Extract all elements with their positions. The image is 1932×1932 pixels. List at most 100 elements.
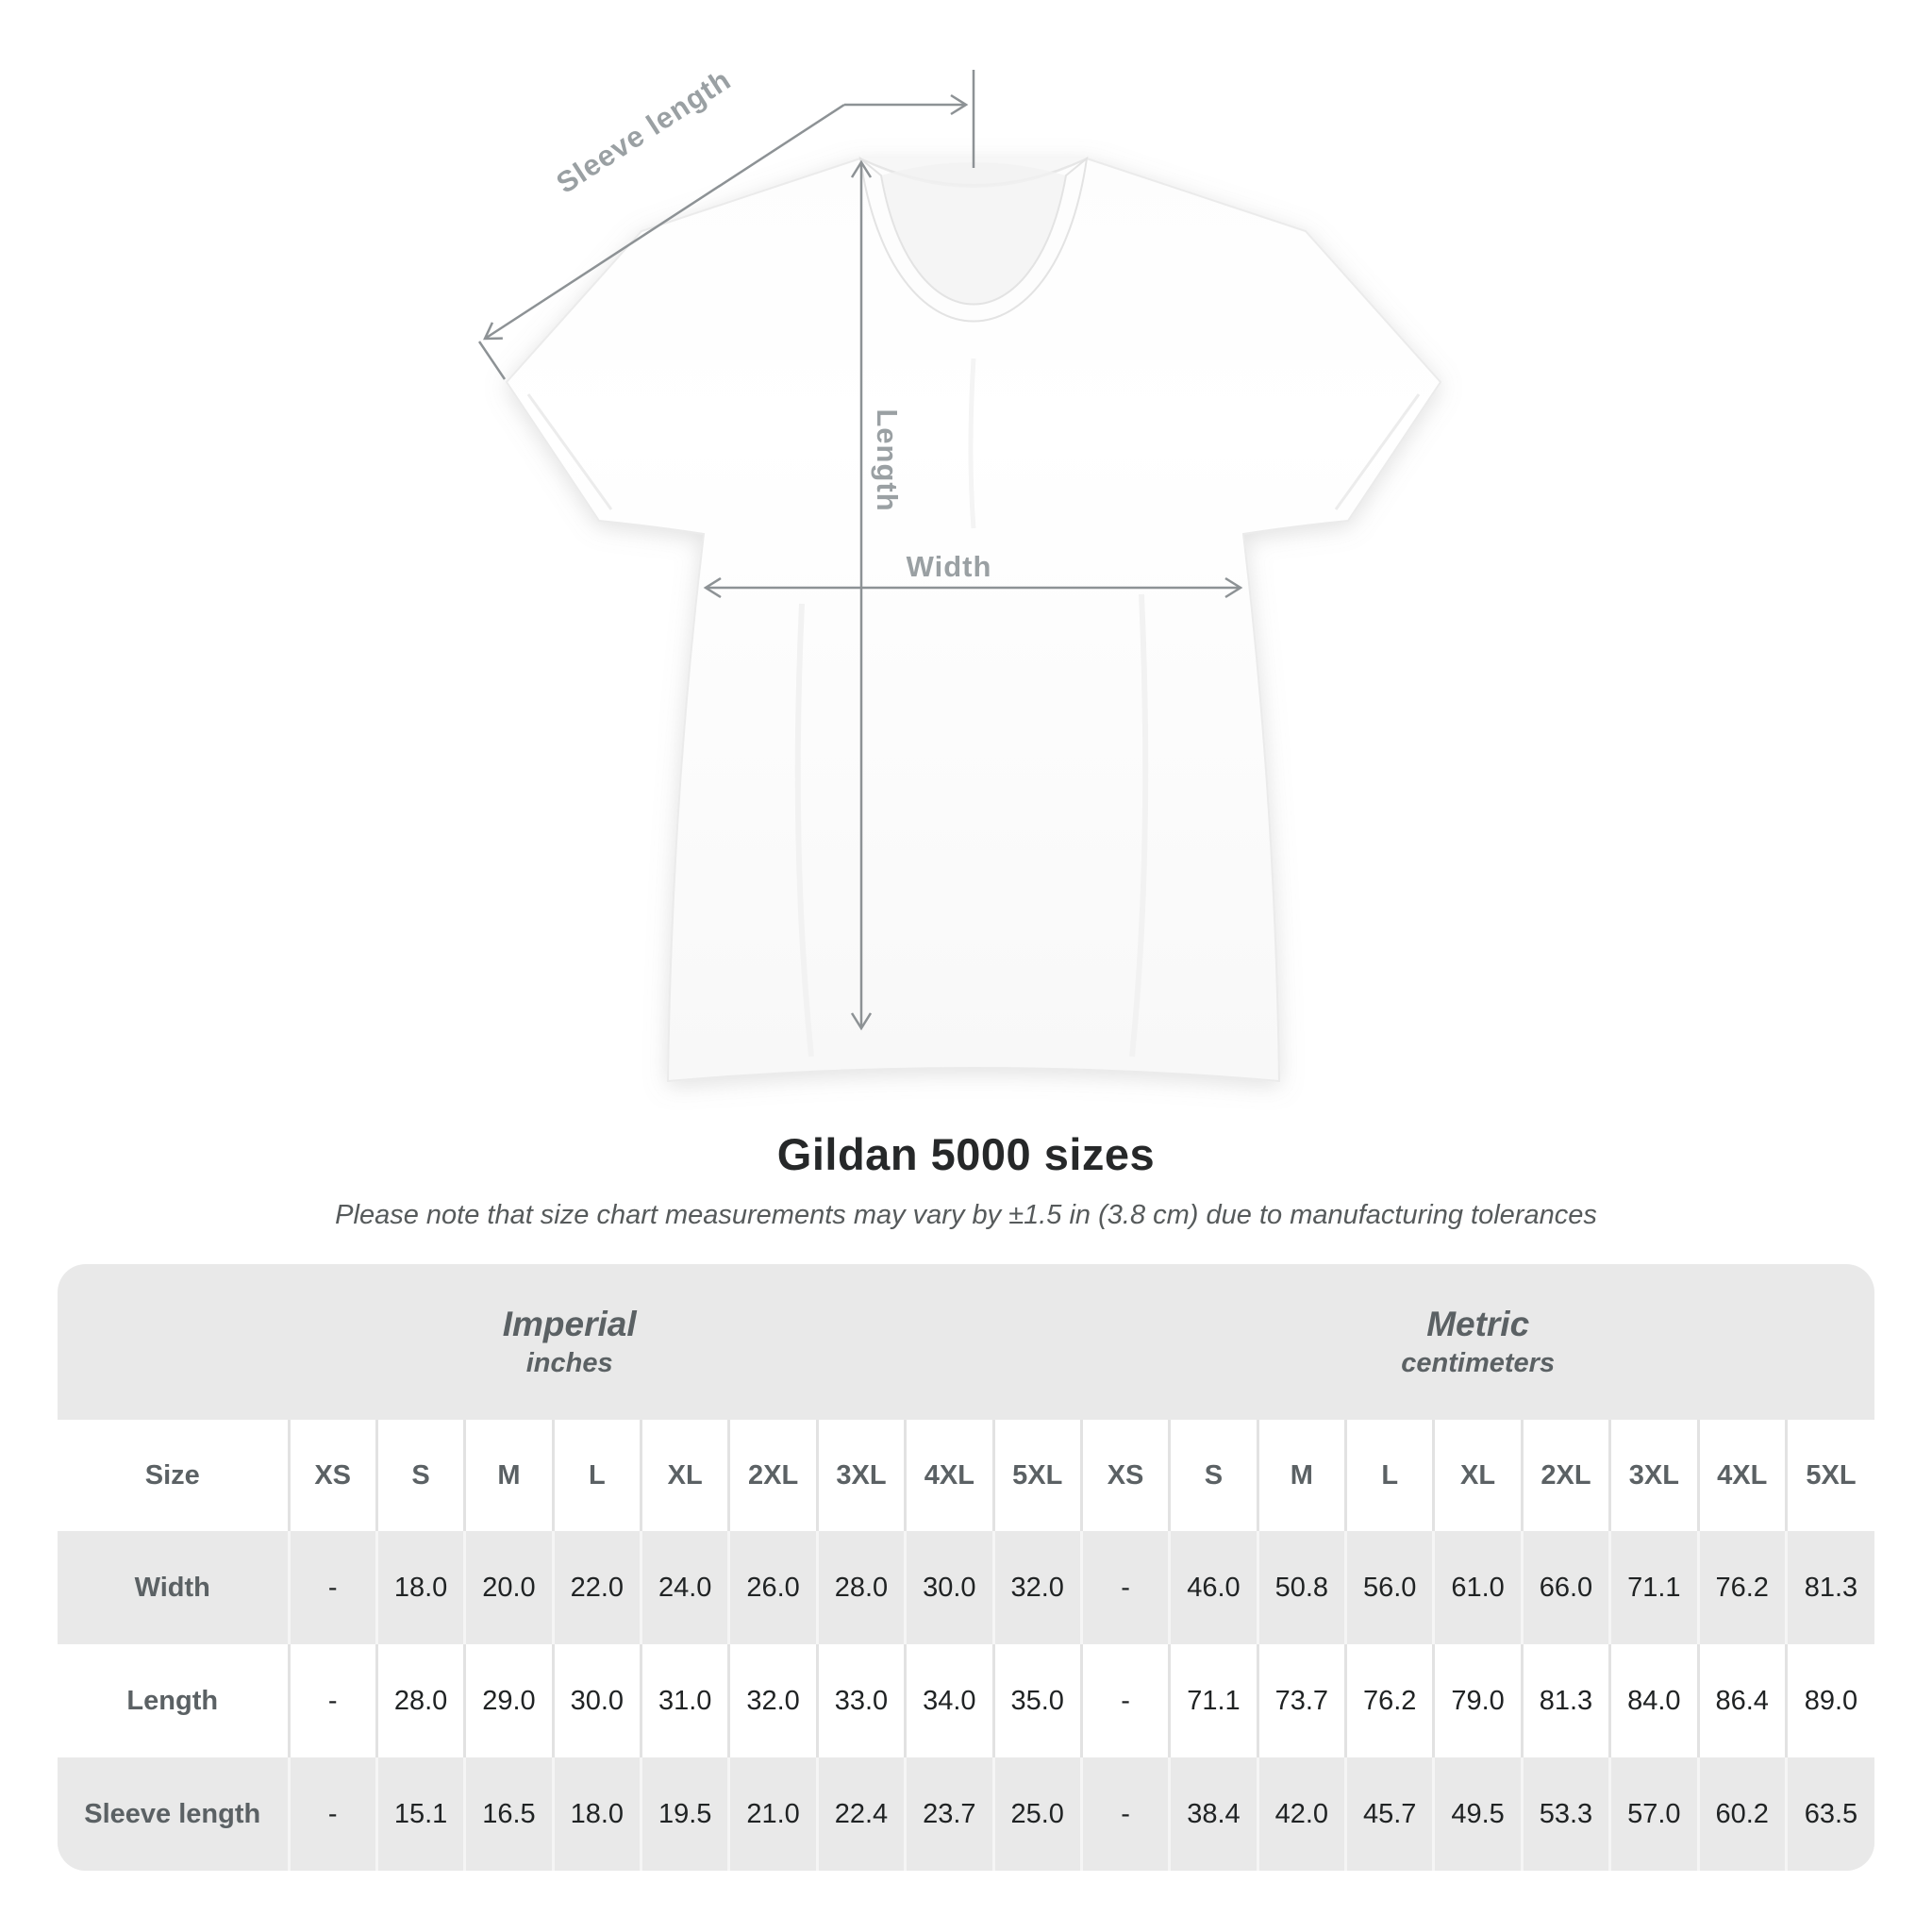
size-header-imperial-xs: XS: [287, 1420, 377, 1531]
cell-length-imperial-xs: -: [287, 1644, 377, 1757]
metric-label: Metric: [1426, 1304, 1530, 1343]
cell-width-metric-xl: 61.0: [1432, 1531, 1523, 1644]
cell-width-imperial-m: 20.0: [463, 1531, 554, 1644]
cell-sleeve-length-imperial-3xl: 22.4: [815, 1757, 906, 1871]
cell-width-metric-4xl: 76.2: [1696, 1531, 1787, 1644]
cell-sleeve-length-imperial-l: 18.0: [551, 1757, 641, 1871]
size-header-imperial-4xl: 4XL: [904, 1420, 993, 1531]
cell-sleeve-length-imperial-4xl: 23.7: [904, 1757, 993, 1871]
size-table: Imperial inches Metric centimeters Size …: [58, 1264, 1874, 1871]
cell-width-imperial-s: 18.0: [375, 1531, 465, 1644]
imperial-unit: inches: [525, 1347, 613, 1378]
size-header-metric-xs: XS: [1079, 1420, 1170, 1531]
page-title: Gildan 5000 sizes: [776, 1129, 1156, 1179]
cell-length-metric-xs: -: [1079, 1644, 1170, 1757]
tolerance-note: Please note that size chart measurements…: [335, 1200, 1597, 1230]
cell-length-imperial-3xl: 33.0: [815, 1644, 906, 1757]
size-header-metric-xl: XL: [1432, 1420, 1523, 1531]
unit-groups-row: Imperial inches Metric centimeters: [58, 1264, 1874, 1420]
measurement-row-width: Width -18.0 20.0 22.0 24.0 26.0 28.0 30.0 32.0-4…: [58, 1531, 1874, 1644]
size-header-imperial-l: L: [551, 1420, 641, 1531]
cell-length-imperial-5xl: 35.0: [991, 1644, 1082, 1757]
length-label: Length: [871, 408, 904, 511]
size-header-row: Size XS S M L XL 2XL 3XL 4XL 5XL XS S M L XL 2XL 3XL 4XL…: [58, 1420, 1874, 1531]
size-header-imperial-s: S: [375, 1420, 465, 1531]
cell-sleeve-length-metric-4xl: 60.2: [1696, 1757, 1787, 1871]
cell-sleeve-length-imperial-5xl: 25.0: [991, 1757, 1082, 1871]
size-header-metric-l: L: [1343, 1420, 1434, 1531]
cell-length-metric-m: 73.7: [1256, 1644, 1346, 1757]
size-column-header: Size: [58, 1420, 289, 1531]
measurement-row-sleeve-length: Sleeve length -15.1 16.5 18.0 19.5 21.0 22.4 23…: [58, 1757, 1874, 1871]
cell-width-metric-3xl: 71.1: [1608, 1531, 1698, 1644]
collar-band: [858, 156, 1089, 323]
size-header-metric-5xl: 5XL: [1784, 1420, 1874, 1531]
cell-length-metric-3xl: 84.0: [1608, 1644, 1698, 1757]
cell-length-imperial-2xl: 32.0: [727, 1644, 818, 1757]
row-label-width: Width: [134, 1572, 210, 1603]
cell-sleeve-length-imperial-xl: 19.5: [639, 1757, 729, 1871]
cell-sleeve-length-metric-2xl: 53.3: [1520, 1757, 1610, 1871]
wrinkle: [794, 603, 814, 1058]
cell-length-metric-s: 71.1: [1168, 1644, 1258, 1757]
cell-width-imperial-3xl: 28.0: [815, 1531, 906, 1644]
cell-length-metric-xl: 79.0: [1432, 1644, 1523, 1757]
unit-group-imperial: Imperial inches: [58, 1264, 1081, 1420]
cuff-witness-tick: [477, 341, 507, 380]
row-label-length: Length: [126, 1685, 219, 1716]
cell-length-imperial-4xl: 34.0: [904, 1644, 993, 1757]
cell-sleeve-length-metric-xs: -: [1079, 1757, 1170, 1871]
cell-width-imperial-l: 22.0: [551, 1531, 641, 1644]
size-header-metric-4xl: 4XL: [1696, 1420, 1787, 1531]
cell-width-metric-l: 56.0: [1343, 1531, 1434, 1644]
cell-width-metric-xs: -: [1079, 1531, 1170, 1644]
cell-width-metric-s: 46.0: [1168, 1531, 1258, 1644]
collar-inner-shadow: [881, 162, 1066, 308]
cell-width-imperial-2xl: 26.0: [727, 1531, 818, 1644]
size-header-imperial-m: M: [463, 1420, 554, 1531]
cell-width-metric-5xl: 81.3: [1784, 1531, 1874, 1644]
imperial-label: Imperial: [502, 1304, 637, 1343]
cell-length-imperial-s: 28.0: [375, 1644, 465, 1757]
tshirt-measurement-diagram: Sleeve length Length Width: [477, 63, 1442, 1083]
cell-width-imperial-5xl: 32.0: [991, 1531, 1082, 1644]
cell-sleeve-length-metric-m: 42.0: [1256, 1757, 1346, 1871]
cell-sleeve-length-metric-l: 45.7: [1343, 1757, 1434, 1871]
measurement-row-length: Length -28.0 29.0 30.0 31.0 32.0 33.0 34.0 35.0-…: [58, 1644, 1874, 1757]
sleeve-length-diagonal-arrow: [483, 103, 845, 341]
cell-length-metric-l: 76.2: [1343, 1644, 1434, 1757]
cell-sleeve-length-imperial-s: 15.1: [375, 1757, 465, 1871]
right-sleeve-hem-seam: [1334, 393, 1421, 510]
tshirt-body: [505, 157, 1442, 1083]
cell-width-imperial-xl: 24.0: [639, 1531, 729, 1644]
cell-sleeve-length-metric-xl: 49.5: [1432, 1757, 1523, 1871]
cell-sleeve-length-metric-s: 38.4: [1168, 1757, 1258, 1871]
dimension-lines: [477, 70, 1243, 1031]
left-sleeve-hem-seam: [526, 393, 613, 510]
size-header-metric-s: S: [1168, 1420, 1258, 1531]
size-header-imperial-2xl: 2XL: [727, 1420, 818, 1531]
cell-sleeve-length-imperial-2xl: 21.0: [727, 1757, 818, 1871]
wrinkle: [1129, 593, 1149, 1058]
cell-length-imperial-l: 30.0: [551, 1644, 641, 1757]
cell-width-metric-m: 50.8: [1256, 1531, 1346, 1644]
sleeve-length-label: Sleeve length: [550, 63, 737, 200]
cell-sleeve-length-imperial-xs: -: [287, 1757, 377, 1871]
cell-width-imperial-xs: -: [287, 1531, 377, 1644]
cell-length-imperial-m: 29.0: [463, 1644, 554, 1757]
size-header-imperial-5xl: 5XL: [991, 1420, 1082, 1531]
unit-group-metric: Metric centimeters: [1081, 1264, 1874, 1420]
cell-sleeve-length-metric-5xl: 63.5: [1784, 1757, 1874, 1871]
size-header-imperial-3xl: 3XL: [815, 1420, 906, 1531]
cell-sleeve-length-metric-3xl: 57.0: [1608, 1757, 1698, 1871]
metric-unit: centimeters: [1401, 1347, 1556, 1378]
cell-length-metric-4xl: 86.4: [1696, 1644, 1787, 1757]
cell-length-metric-5xl: 89.0: [1784, 1644, 1874, 1757]
wrinkle: [968, 358, 976, 529]
cell-length-metric-2xl: 81.3: [1520, 1644, 1610, 1757]
cell-width-metric-2xl: 66.0: [1520, 1531, 1610, 1644]
cell-sleeve-length-imperial-m: 16.5: [463, 1757, 554, 1871]
size-header-metric-3xl: 3XL: [1608, 1420, 1698, 1531]
size-header-imperial-xl: XL: [639, 1420, 729, 1531]
